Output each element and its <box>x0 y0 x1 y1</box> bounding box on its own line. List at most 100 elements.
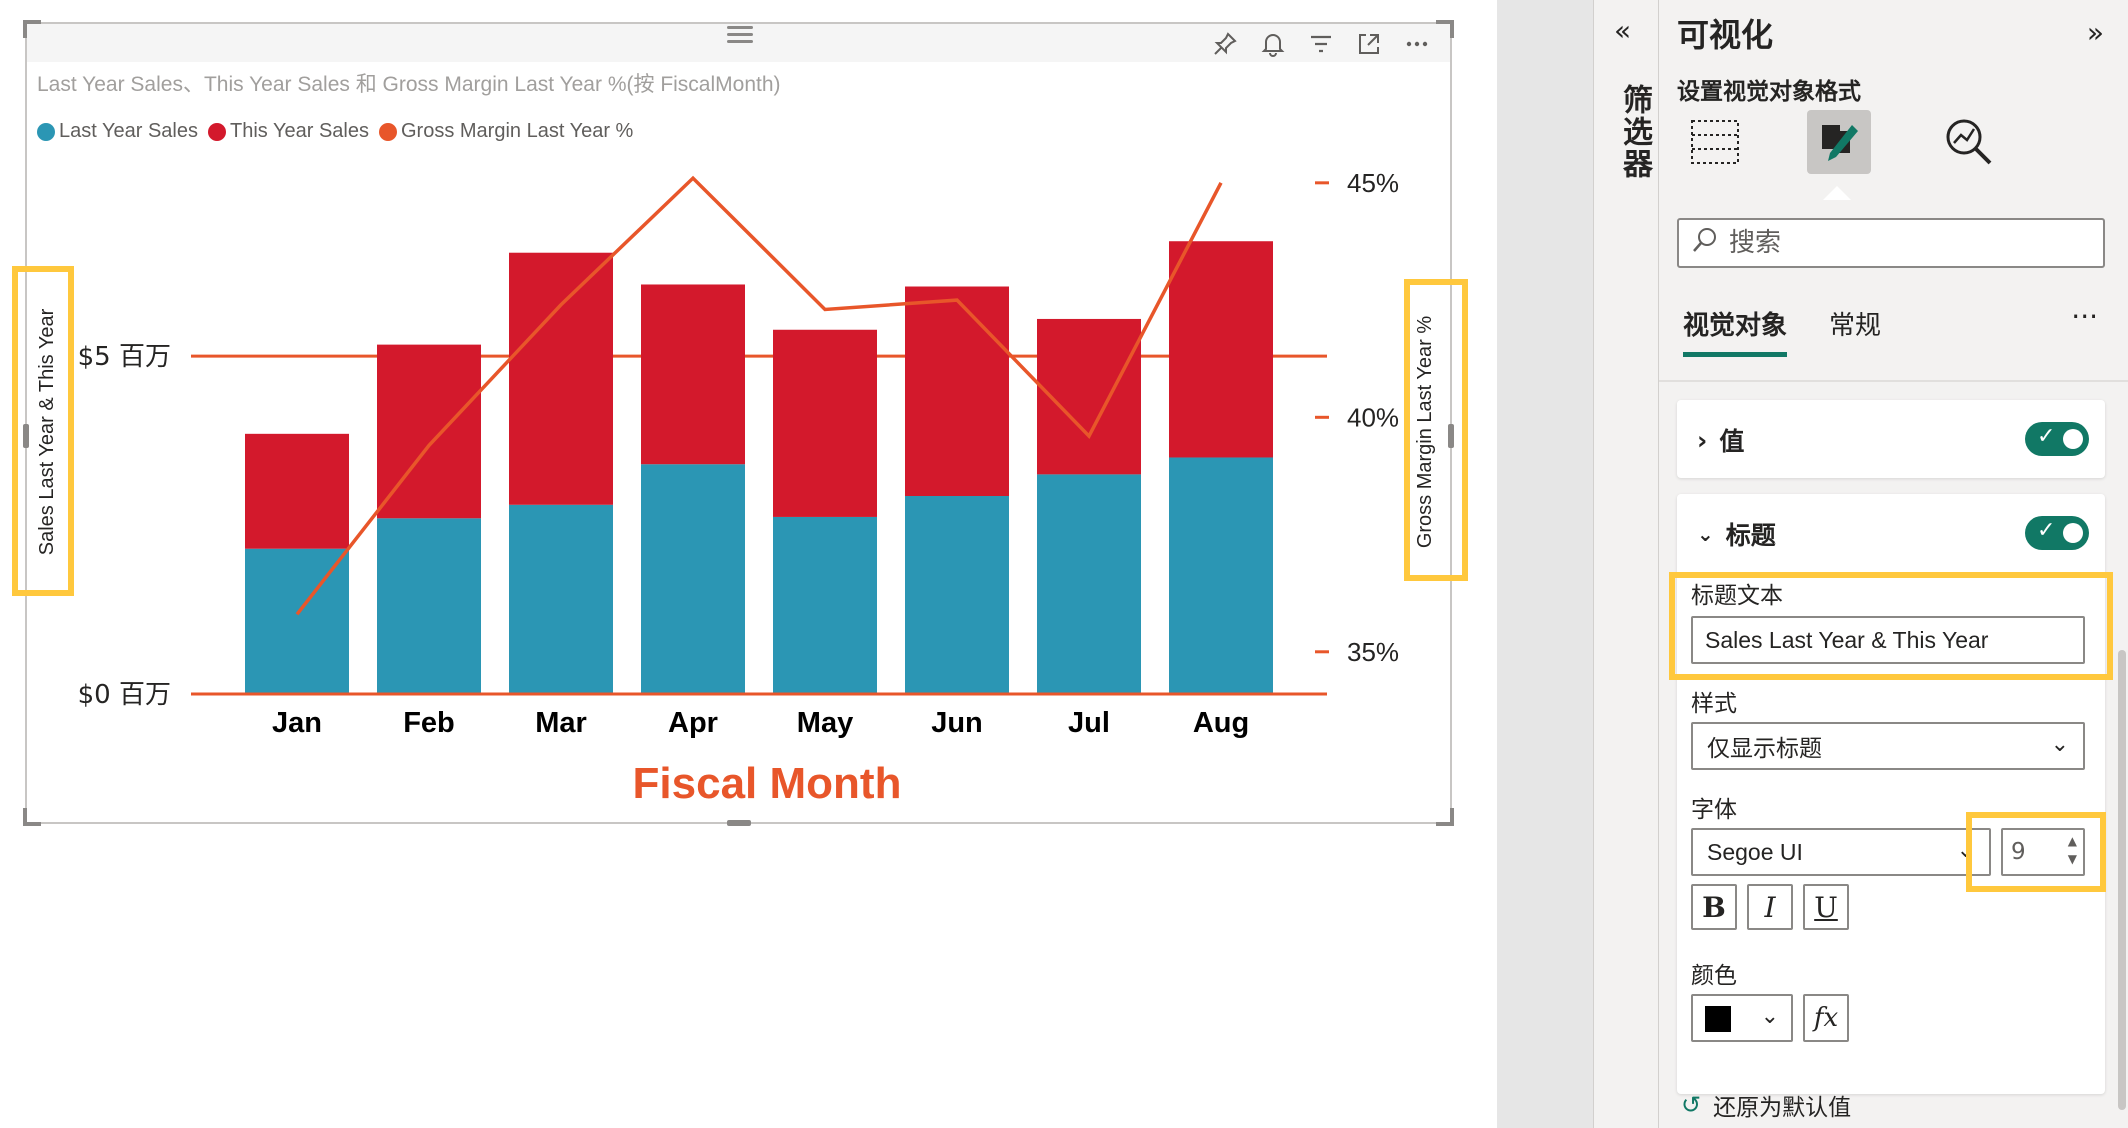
search-input[interactable] <box>1729 228 2089 258</box>
x-axis-tick-label: Feb <box>403 707 455 739</box>
card-label: 值 <box>1719 427 1745 456</box>
filter-icon[interactable] <box>1303 28 1339 60</box>
right-axis-tick-label: 40% <box>1347 402 1399 432</box>
chevron-down-icon: ⌄ <box>2050 732 2069 757</box>
values-toggle[interactable]: ✓ <box>2025 422 2089 456</box>
conditional-format-button[interactable]: fx <box>1803 994 1849 1042</box>
bar-this-year-sales <box>905 286 1009 496</box>
resize-handle-left[interactable] <box>23 424 29 448</box>
more-options-icon[interactable]: ··· <box>2071 300 2098 333</box>
chart-plot: $0 百万 $5 百万 45% 40% 35% Jan Feb Mar Apr May Jun Jul… <box>36 168 1436 808</box>
font-size-value: 9 <box>2011 839 2026 865</box>
card-values: › 值 ✓ <box>1677 400 2105 478</box>
tab-caret <box>1823 186 1851 200</box>
bar-last-year-sales <box>377 518 481 694</box>
resize-handle-right[interactable] <box>1448 424 1454 448</box>
legend-item-last-year-sales[interactable]: Last Year Sales <box>37 120 198 143</box>
check-icon: ✓ <box>2037 424 2056 449</box>
left-axis-title: Sales Last Year & This Year <box>36 308 58 555</box>
title-toggle[interactable]: ✓ <box>2025 516 2089 550</box>
resize-corner-bottom-right[interactable] <box>1436 808 1454 826</box>
underline-button[interactable]: U <box>1803 884 1849 930</box>
card-header-values[interactable]: › 值 <box>1697 422 1744 458</box>
x-axis-tick-label: Aug <box>1193 707 1249 739</box>
toggle-knob <box>2063 429 2083 449</box>
title-text-input[interactable] <box>1691 616 2085 664</box>
chevron-down-icon: ⌄ <box>1697 522 1714 546</box>
bar-last-year-sales <box>905 495 1009 694</box>
bar-this-year-sales <box>245 433 349 549</box>
bar-last-year-sales <box>773 516 877 694</box>
highlight-left-axis-title <box>12 266 74 596</box>
drag-grip-icon[interactable] <box>727 26 753 48</box>
style-label: 样式 <box>1691 691 1737 717</box>
x-axis-title: Fiscal Month <box>633 759 902 808</box>
legend-item-this-year-sales[interactable]: This Year Sales <box>208 120 369 143</box>
toggle-knob <box>2063 523 2083 543</box>
resize-handle-bottom[interactable] <box>727 820 751 826</box>
canvas-gutter <box>1497 0 1593 1128</box>
legend-item-gross-margin[interactable]: Gross Margin Last Year % <box>378 120 633 143</box>
card-header-title[interactable]: ⌄ 标题 <box>1697 516 1776 552</box>
pin-icon[interactable] <box>1207 28 1243 60</box>
title-text-label: 标题文本 <box>1691 583 1783 609</box>
bar-last-year-sales <box>641 464 745 694</box>
bar-last-year-sales <box>245 548 349 694</box>
visualizations-pane: 可视化 » 设置视觉对象格式 <box>1659 0 2128 1128</box>
font-family-value: Segoe UI <box>1707 838 1803 865</box>
highlight-title-text <box>1669 572 2113 680</box>
pane-scrollbar[interactable] <box>2118 650 2126 1110</box>
focus-mode-icon[interactable] <box>1351 28 1387 60</box>
reset-icon: ↺ <box>1681 1091 1702 1119</box>
format-visual-icon[interactable] <box>1807 110 1871 174</box>
bar-this-year-sales <box>641 284 745 465</box>
bold-button[interactable]: B <box>1691 884 1737 930</box>
search-box[interactable] <box>1677 218 2105 268</box>
double-chevron-left-icon[interactable]: « <box>1614 14 1632 47</box>
stepper-arrows-icon[interactable]: ▲ ▼ <box>2067 834 2077 866</box>
bar-this-year-sales <box>1037 318 1141 475</box>
font-family-dropdown[interactable]: Segoe UI ⌄ <box>1691 828 1991 876</box>
italic-button[interactable]: I <box>1747 884 1793 930</box>
right-axis-tick-label: 45% <box>1347 168 1399 198</box>
font-size-stepper[interactable]: 9 ▲ ▼ <box>2001 828 2085 876</box>
check-icon: ✓ <box>2037 518 2056 543</box>
bar-last-year-sales <box>509 504 613 694</box>
tab-general[interactable]: 常规 <box>1829 311 1882 341</box>
analytics-icon[interactable] <box>1937 110 2001 174</box>
filters-label[interactable]: 筛选器 <box>1617 84 1652 180</box>
resize-corner-top-right[interactable] <box>1436 20 1454 38</box>
highlight-right-axis-title <box>1404 279 1468 581</box>
x-axis-tick-label: Jul <box>1068 707 1110 739</box>
x-axis-tick-label: Apr <box>668 707 718 739</box>
more-options-icon[interactable] <box>1399 28 1435 60</box>
x-axis-tick-label: Jan <box>272 707 322 739</box>
tab-visual[interactable]: 视觉对象 <box>1683 305 1788 357</box>
visual-title: Last Year Sales、This Year Sales 和 Gross … <box>37 73 781 96</box>
legend-label: This Year Sales <box>230 120 369 142</box>
card-title-section: ⌄ 标题 ✓ 标题文本 样式 仅显示标题 ⌄ 字体 Segoe UI ⌄ 9 ▲… <box>1677 494 2105 1094</box>
filters-pane-collapsed[interactable]: « 筛选器 <box>1593 0 1659 1128</box>
legend-label: Last Year Sales <box>59 120 198 142</box>
chevron-down-icon: ⌄ <box>1760 1004 1779 1029</box>
color-picker[interactable]: ⌄ <box>1691 994 1793 1042</box>
double-chevron-right-icon[interactable]: » <box>2086 16 2104 49</box>
chart-visual[interactable]: Last Year Sales、This Year Sales 和 Gross … <box>23 20 1454 826</box>
legend-dot <box>378 122 397 141</box>
left-axis-tick-label: $5 百万 <box>78 342 171 372</box>
bar-last-year-sales <box>1037 474 1141 694</box>
x-axis-tick-label: Mar <box>535 707 587 739</box>
legend-dot <box>37 122 55 141</box>
build-visual-icon[interactable] <box>1683 110 1747 174</box>
resize-corner-top-left[interactable] <box>23 20 41 38</box>
reset-to-default[interactable]: ↺ 还原为默认值 <box>1681 1088 1851 1122</box>
resize-corner-bottom-left[interactable] <box>23 808 41 826</box>
card-label: 标题 <box>1725 521 1776 550</box>
style-value: 仅显示标题 <box>1707 736 1822 762</box>
x-axis-tick-label: May <box>797 707 853 739</box>
style-dropdown[interactable]: 仅显示标题 ⌄ <box>1691 722 2085 770</box>
bell-icon[interactable] <box>1255 28 1291 60</box>
left-axis-tick-label: $0 百万 <box>78 680 171 710</box>
report-canvas: Last Year Sales、This Year Sales 和 Gross … <box>12 20 1468 826</box>
